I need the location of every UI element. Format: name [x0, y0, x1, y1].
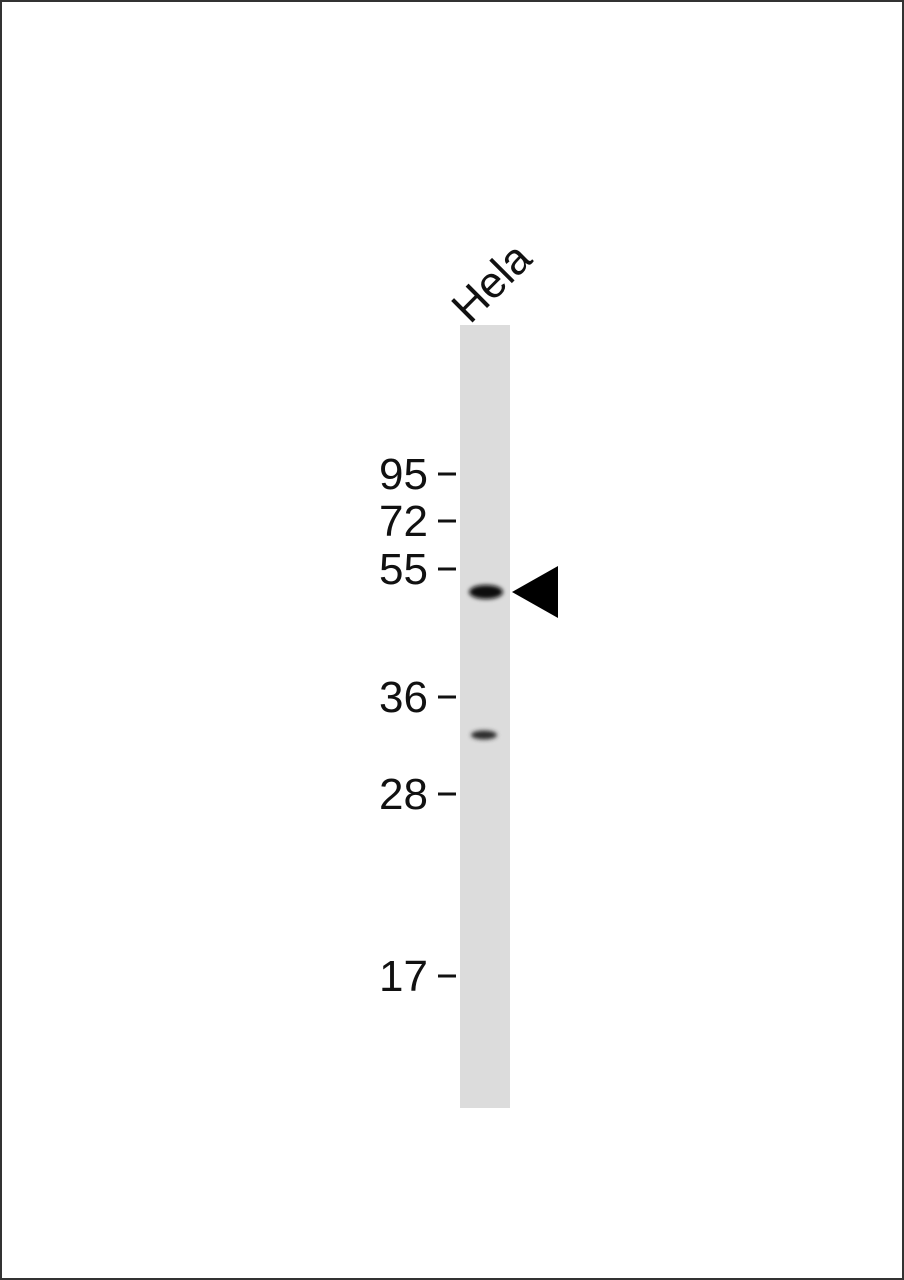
band-main — [469, 585, 503, 599]
marker-label: 55 — [379, 545, 428, 594]
marker-label: 72 — [379, 497, 428, 546]
lane — [460, 325, 510, 1108]
marker-label: 17 — [379, 952, 428, 1001]
band-minor — [471, 730, 497, 740]
band-arrow — [512, 566, 558, 618]
marker-label: 95 — [379, 450, 428, 499]
marker-label: 36 — [379, 673, 428, 722]
marker-label: 28 — [379, 770, 428, 819]
